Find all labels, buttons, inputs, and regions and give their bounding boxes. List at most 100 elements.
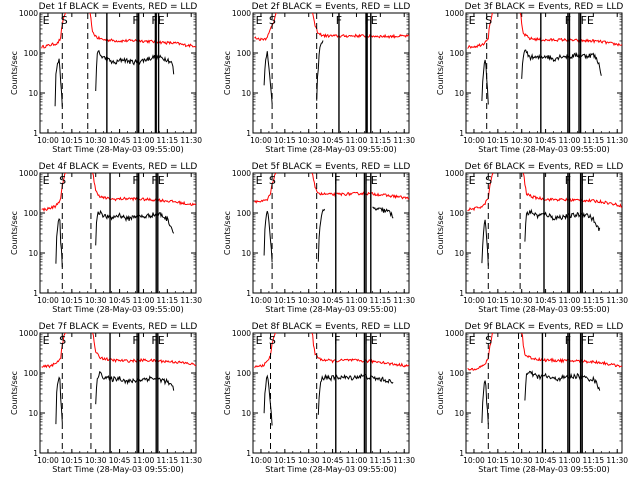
x-tick-label: 11:15	[583, 296, 605, 305]
x-tick-label: 10:00	[37, 456, 59, 465]
y-axis-label: Counts/sec	[10, 371, 19, 415]
marker-s: S	[61, 14, 68, 27]
events-trace	[317, 373, 394, 415]
x-tick-label: 10:00	[250, 296, 272, 305]
y-tick-label: 1	[33, 129, 38, 138]
plot-frame	[252, 332, 410, 454]
y-tick-label: 100	[24, 369, 39, 378]
x-tick-label: 11:15	[157, 456, 179, 465]
x-tick-label: 10:45	[535, 136, 557, 145]
x-tick-label: 11:30	[180, 136, 202, 145]
y-tick-label: 10	[28, 249, 38, 258]
marker-f: F	[336, 14, 342, 27]
x-tick-label: 10:45	[322, 456, 344, 465]
marker-e: E	[256, 334, 263, 347]
x-tick-label: 10:45	[322, 136, 344, 145]
y-axis-label: Counts/sec	[223, 371, 232, 415]
x-tick-label: 11:30	[180, 296, 202, 305]
lld-trace-post	[311, 13, 409, 39]
x-tick-label: 10:30	[85, 296, 107, 305]
marker-e: E	[469, 334, 476, 347]
marker-s: S	[269, 334, 276, 347]
x-tick-label: 10:15	[61, 456, 83, 465]
x-tick-label: 11:15	[370, 296, 392, 305]
panel-title: Det 7f BLACK = Events, RED = LLD	[39, 322, 198, 332]
x-tick-label: 10:30	[511, 296, 533, 305]
x-tick-label: 10:30	[85, 456, 107, 465]
marker-e: E	[256, 174, 263, 187]
y-tick-label: 1000	[445, 169, 464, 178]
y-tick-label: 1000	[19, 329, 38, 338]
plot-frame	[465, 332, 623, 454]
y-tick-label: 100	[24, 209, 39, 218]
plot-area	[467, 13, 622, 133]
lld-trace-pre	[254, 13, 277, 42]
x-tick-label: 10:30	[298, 456, 320, 465]
y-tick-label: 10	[454, 89, 464, 98]
y-axis-label: Counts/sec	[223, 211, 232, 255]
lld-trace-post	[311, 173, 409, 200]
x-tick-label: 10:00	[463, 296, 485, 305]
x-tick-label: 11:00	[559, 456, 581, 465]
plot-area	[467, 333, 622, 453]
y-axis-label: Counts/sec	[10, 51, 19, 95]
y-tick-label: 1000	[232, 329, 251, 338]
marker-f: F	[565, 334, 571, 347]
y-tick-label: 100	[24, 49, 39, 58]
marker-fe: FE	[151, 14, 164, 27]
plot-area	[254, 173, 409, 293]
marker-f: F	[132, 334, 138, 347]
marker-fe: FE	[151, 174, 164, 187]
x-tick-label: 11:30	[606, 456, 628, 465]
marker-s: S	[485, 174, 492, 187]
x-tick-label: 10:15	[487, 136, 509, 145]
detector-panel-8: Det 8f BLACK = Events, RED = LLD 1 10 100 10…	[223, 322, 415, 474]
marker-f: F	[132, 14, 138, 27]
y-axis-label: Counts/sec	[436, 211, 445, 255]
x-tick-label: 11:00	[346, 136, 368, 145]
x-tick-label: 10:15	[274, 136, 296, 145]
detector-panel-9: Det 9f BLACK = Events, RED = LLD 1 10 100 10…	[436, 322, 628, 474]
x-tick-label: 11:30	[393, 456, 415, 465]
x-tick-label: 11:00	[133, 296, 155, 305]
x-tick-label: 11:00	[559, 136, 581, 145]
marker-e: E	[469, 174, 476, 187]
x-tick-label: 10:00	[250, 136, 272, 145]
marker-f: F	[132, 174, 138, 187]
y-tick-label: 1	[246, 289, 251, 298]
marker-fe: FE	[364, 334, 377, 347]
panel-title: Det 1f BLACK = Events, RED = LLD	[39, 2, 198, 12]
marker-s: S	[485, 14, 492, 27]
marker-fe: FE	[151, 334, 164, 347]
detector-panel-4: Det 4f BLACK = Events, RED = LLD 1 10 100 10…	[10, 162, 202, 314]
y-tick-label: 100	[450, 209, 465, 218]
lld-trace-pre	[254, 333, 277, 369]
y-tick-label: 1000	[232, 9, 251, 18]
marker-e: E	[256, 14, 263, 27]
y-axis-label: Counts/sec	[10, 211, 19, 255]
marker-f: F	[334, 174, 340, 187]
events-trace	[524, 208, 601, 242]
plot-frame	[39, 12, 197, 134]
marker-e: E	[43, 174, 50, 187]
marker-e: E	[469, 14, 476, 27]
x-tick-label: 11:00	[346, 456, 368, 465]
plot-area	[467, 173, 622, 293]
y-tick-label: 1	[33, 289, 38, 298]
x-tick-label: 11:30	[393, 296, 415, 305]
y-tick-label: 1000	[19, 169, 38, 178]
lld-trace-pre	[467, 333, 494, 371]
x-tick-label: 11:00	[559, 296, 581, 305]
x-axis-label: Start Time (28-May-03 09:55:00)	[52, 465, 183, 474]
plot-frame	[252, 12, 410, 134]
x-tick-label: 10:45	[109, 136, 131, 145]
x-tick-label: 10:00	[463, 456, 485, 465]
events-trace	[481, 219, 489, 266]
x-axis-label: Start Time (28-May-03 09:55:00)	[265, 305, 396, 314]
marker-f: F	[565, 174, 571, 187]
lld-trace-post	[519, 13, 622, 47]
x-tick-label: 10:15	[274, 296, 296, 305]
y-tick-label: 1	[246, 449, 251, 458]
lld-trace-post	[92, 173, 196, 206]
lld-trace-post	[311, 333, 409, 368]
